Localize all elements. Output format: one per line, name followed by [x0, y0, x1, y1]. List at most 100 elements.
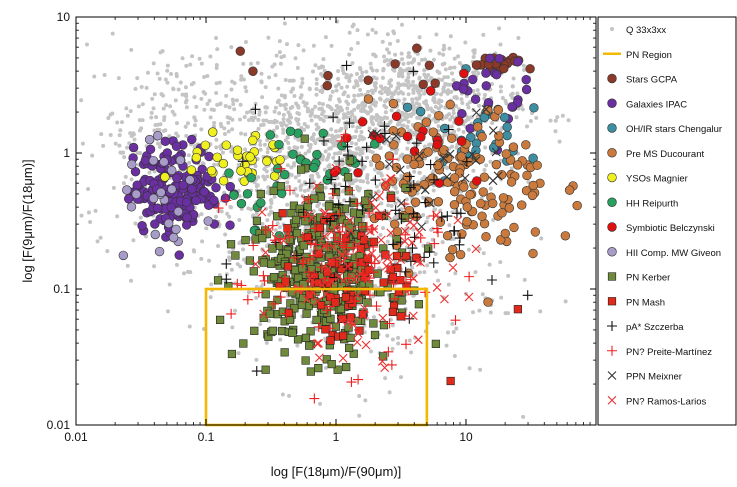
data-point	[539, 236, 544, 241]
data-point	[281, 127, 286, 132]
data-point	[494, 53, 505, 64]
data-point	[242, 294, 253, 305]
data-point	[305, 291, 315, 301]
data-point	[303, 234, 314, 245]
data-point	[266, 35, 271, 40]
data-point	[318, 128, 328, 139]
data-point	[181, 197, 192, 208]
data-point	[369, 115, 374, 120]
data-point	[268, 205, 273, 210]
data-point	[435, 217, 446, 227]
data-point	[386, 359, 397, 370]
data-point	[265, 218, 270, 223]
data-point	[395, 190, 400, 195]
data-point	[336, 111, 341, 116]
data-point	[303, 151, 308, 156]
data-point	[226, 120, 231, 125]
data-point	[236, 198, 247, 209]
data-point	[361, 166, 366, 171]
data-point	[449, 200, 460, 210]
data-point	[217, 208, 222, 213]
data-point	[92, 74, 97, 79]
data-point	[465, 123, 475, 134]
data-point	[180, 56, 185, 61]
data-point	[452, 129, 457, 134]
data-point	[300, 195, 310, 204]
data-point	[355, 184, 360, 189]
data-point	[404, 68, 409, 73]
data-point	[208, 127, 218, 137]
data-point	[292, 94, 297, 99]
data-point	[477, 103, 482, 108]
data-point	[449, 173, 460, 183]
data-point	[175, 155, 186, 165]
data-point	[256, 189, 265, 199]
data-point	[436, 106, 441, 111]
data-point	[491, 218, 496, 223]
data-point	[405, 256, 416, 267]
data-point	[319, 241, 329, 251]
data-point	[443, 124, 454, 135]
data-point	[491, 159, 502, 170]
data-point	[462, 202, 472, 212]
data-point	[364, 208, 375, 219]
data-point	[224, 93, 229, 98]
data-point	[413, 335, 423, 345]
data-point	[352, 337, 362, 347]
legend-marker	[607, 371, 617, 380]
data-point	[270, 64, 275, 69]
data-point	[351, 257, 362, 268]
data-point	[333, 134, 338, 139]
data-point	[242, 189, 253, 199]
data-point	[420, 197, 431, 208]
data-point	[144, 85, 149, 90]
data-point	[353, 374, 364, 385]
data-point	[113, 141, 118, 146]
data-point	[294, 101, 299, 106]
data-point	[298, 84, 303, 89]
data-point	[215, 315, 225, 325]
data-point	[157, 128, 162, 133]
data-point	[424, 219, 429, 224]
data-point	[229, 267, 234, 272]
data-point	[237, 194, 242, 199]
data-point	[225, 181, 235, 192]
data-point	[345, 84, 350, 89]
data-point	[223, 232, 228, 237]
series-hii-comp-mw-giveon	[118, 131, 213, 261]
data-point	[127, 141, 132, 146]
legend-label: Galaxies IPAC	[626, 99, 687, 110]
data-point	[129, 177, 134, 182]
data-point	[271, 233, 281, 243]
data-point	[248, 109, 253, 114]
data-point	[249, 115, 254, 120]
data-point	[336, 105, 341, 110]
data-point	[457, 136, 467, 146]
data-point	[254, 210, 259, 215]
data-point	[167, 282, 172, 287]
data-point	[120, 120, 125, 125]
data-point	[279, 93, 284, 98]
data-point	[315, 171, 320, 176]
data-point	[285, 202, 290, 207]
data-point	[305, 273, 315, 283]
data-point	[329, 167, 339, 178]
data-point	[259, 71, 264, 76]
data-point	[309, 393, 320, 404]
data-point	[427, 113, 432, 118]
data-point	[336, 135, 347, 146]
data-point	[280, 392, 285, 397]
data-point	[281, 120, 286, 125]
legend-label: PPN Meixner	[626, 372, 682, 383]
data-point	[284, 308, 293, 318]
data-point	[400, 276, 411, 287]
data-point	[262, 142, 267, 147]
data-point	[220, 193, 231, 203]
data-point	[390, 346, 395, 351]
data-point	[157, 76, 162, 81]
data-point	[212, 120, 217, 125]
data-point	[215, 47, 220, 52]
data-point	[356, 138, 361, 143]
data-point	[386, 86, 391, 91]
